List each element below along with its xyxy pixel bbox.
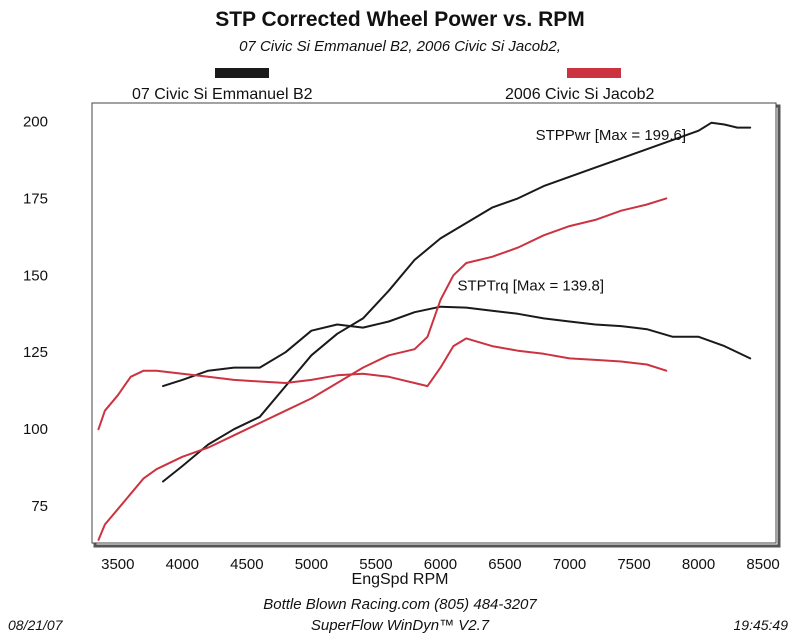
series-line-emmanuel-torque [162, 305, 752, 388]
legend-label-emmanuel: 07 Civic Si Emmanuel B2 [132, 86, 313, 103]
legend-swatch-jacob [567, 68, 621, 78]
annotation-power-max: STPPwr [Max = 199.6] [536, 127, 686, 144]
x-tick-label: 6000 [424, 556, 457, 573]
plot-frame [91, 102, 777, 544]
y-tick-label: 200 [23, 113, 48, 130]
y-tick-label: 150 [23, 267, 48, 284]
x-tick-label: 8500 [746, 556, 779, 573]
footer-software-line: SuperFlow WinDyn™ V2.7 [310, 617, 490, 634]
x-tick-label: 7500 [617, 556, 650, 573]
chart-title: STP Corrected Wheel Power vs. RPM [215, 8, 585, 31]
series-line-emmanuel-power [162, 121, 752, 483]
x-tick-label: 6500 [488, 556, 521, 573]
series-line-jacob-torque [97, 337, 668, 431]
series-line-jacob-power [97, 197, 668, 541]
legend-swatch-emmanuel [215, 68, 269, 78]
annotation-torque-max: STPTrq [Max = 139.8] [457, 278, 604, 295]
x-tick-label: 5000 [295, 556, 328, 573]
y-tick-label: 100 [23, 421, 48, 438]
chart-subtitle: 07 Civic Si Emmanuel B2, 2006 Civic Si J… [239, 38, 561, 55]
y-tick-label: 125 [23, 344, 48, 361]
y-tick-label: 175 [23, 190, 48, 207]
footer-shop-line: Bottle Blown Racing.com (805) 484-3207 [263, 596, 537, 613]
x-tick-label: 4000 [166, 556, 199, 573]
footer-date: 08/21/07 [8, 617, 63, 633]
x-tick-label: 8000 [682, 556, 715, 573]
x-tick-label: 7000 [553, 556, 586, 573]
x-tick-label: 4500 [230, 556, 263, 573]
x-tick-label: 3500 [101, 556, 134, 573]
x-axis-label: EngSpd RPM [351, 571, 449, 588]
legend-label-jacob: 2006 Civic Si Jacob2 [505, 86, 655, 103]
y-tick-label: 75 [31, 498, 48, 515]
footer-time: 19:45:49 [733, 617, 789, 633]
x-tick-label: 5500 [359, 556, 392, 573]
